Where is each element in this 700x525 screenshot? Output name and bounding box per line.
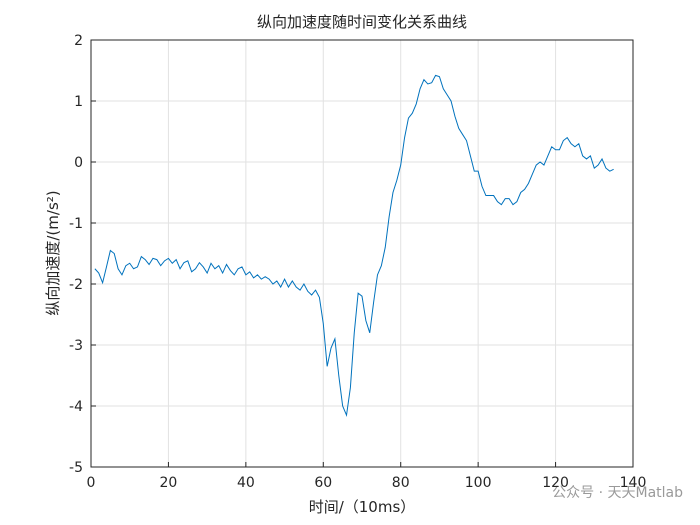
data-line [94,74,614,418]
chart-title: 纵向加速度随时间变化关系曲线 [257,13,467,31]
x-tick-label: 100 [465,475,492,491]
y-tick-label: -2 [69,277,83,293]
y-axis-label: 纵向加速度/(m/s²) [44,190,62,315]
y-tick-label: 2 [74,33,83,49]
y-tick-label: -5 [69,460,83,476]
x-tick-label: 80 [392,475,410,491]
watermark: 公众号 · 天天Matlab [552,485,683,501]
x-tick-label: 60 [314,475,332,491]
x-tick-label: 120 [542,475,569,491]
y-tick-label: -4 [69,399,83,415]
y-tick-label: 1 [74,94,83,110]
y-tick-label: -3 [69,338,83,354]
x-tick-label: 20 [160,475,178,491]
x-tick-label: 40 [237,475,255,491]
x-tick-label: 0 [87,475,96,491]
y-tick-label: 0 [74,155,83,171]
y-tick-label: -1 [69,216,83,232]
x-tick-label: 140 [620,475,647,491]
x-axis-label: 时间/（10ms） [309,498,416,516]
plot-frame [90,39,634,468]
